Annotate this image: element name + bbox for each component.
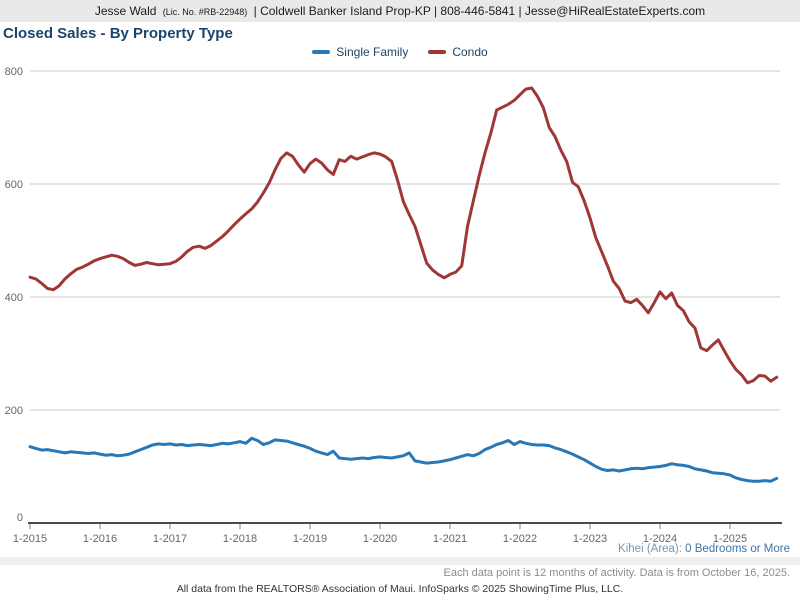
- x-axis-tick-label: 1-2017: [153, 533, 187, 545]
- attribution-line: All data from the REALTORS® Association …: [176, 583, 624, 595]
- agent-name: Jesse Wald: [94, 4, 157, 18]
- filter-summary: Kihei (Area): 0 Bedrooms or More: [0, 543, 790, 555]
- legend-item-single-family[interactable]: Single Family: [312, 45, 408, 59]
- y-axis-tick-label: 200: [5, 405, 23, 417]
- filter-area-label: Kihei (Area):: [618, 543, 682, 555]
- legend-label-single-family: Single Family: [336, 45, 409, 59]
- footer-divider-strip: [0, 557, 800, 565]
- condo-color-swatch: [428, 50, 447, 54]
- x-axis-tick-label: 1-2022: [503, 533, 537, 545]
- x-axis-tick-label: 1-2021: [433, 533, 467, 545]
- agent-license: (Lic. No. #RB-22948): [162, 7, 248, 17]
- y-axis-tick-label: 400: [5, 292, 23, 304]
- x-axis-tick-label: 1-2019: [293, 533, 327, 545]
- legend-item-condo[interactable]: Condo: [428, 45, 488, 59]
- agent-contact-info: | Coldwell Banker Island Prop-KP | 808-4…: [253, 4, 706, 18]
- agent-header-bar: Jesse Wald (Lic. No. #RB-22948) | Coldwe…: [0, 0, 800, 22]
- x-axis-tick-label: 1-2020: [363, 533, 397, 545]
- chart-legend: Single Family Condo: [0, 44, 800, 60]
- x-axis-tick-label: 1-2018: [223, 533, 257, 545]
- series-line-condo[interactable]: [28, 86, 779, 385]
- data-note: Each data point is 12 months of activity…: [443, 567, 790, 579]
- y-axis-tick-label: 800: [5, 66, 23, 78]
- x-axis-tick-label: 1-2016: [83, 533, 117, 545]
- x-axis-tick-label: 1-2025: [713, 533, 747, 545]
- x-axis-tick-label: 1-2023: [573, 533, 607, 545]
- y-axis-tick-label: 0: [17, 512, 23, 524]
- x-axis-tick-label: 1-2024: [643, 533, 677, 545]
- single-family-color-swatch: [312, 50, 331, 54]
- series-line-single-family[interactable]: [28, 436, 779, 483]
- filter-bedrooms-value: 0 Bedrooms or More: [685, 543, 790, 555]
- legend-label-condo: Condo: [452, 45, 488, 59]
- chart-title: Closed Sales - By Property Type: [3, 25, 233, 42]
- x-axis-tick-label: 1-2015: [13, 533, 47, 545]
- y-axis-tick-label: 600: [5, 179, 23, 191]
